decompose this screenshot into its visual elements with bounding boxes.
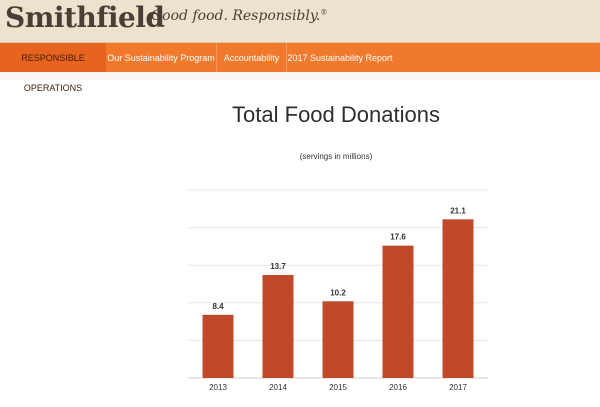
tagline-text: Good food. Responsibly. [151, 8, 321, 24]
bar-2013 [202, 314, 234, 378]
x-tick-label-2016: 2016 [389, 383, 407, 392]
x-tick-label-2017: 2017 [449, 383, 467, 392]
nav-item-responsible-operations[interactable]: RESPONSIBLE OPERATIONS [0, 43, 106, 93]
registered-mark: ® [320, 8, 328, 17]
bar-2017 [442, 219, 474, 378]
smithfield-logo[interactable]: Smithfield [5, 1, 165, 34]
data-label-2014: 13.7 [270, 262, 286, 271]
chart-subtitle: (servings in millions) [299, 152, 373, 161]
data-label-2015: 10.2 [330, 288, 346, 297]
data-label-2017: 21.1 [450, 206, 466, 215]
data-label-2013: 8.4 [212, 302, 224, 311]
x-tick-label-2015: 2015 [329, 383, 347, 392]
data-label-2016: 17.6 [390, 233, 406, 242]
main-nav: RESPONSIBLE OPERATIONS Our Sustainabilit… [0, 42, 600, 93]
site-header: Smithfield Good food. Responsibly.® [0, 0, 600, 42]
nav-item-2017-sustainability-report[interactable]: 2017 Sustainability Report [286, 43, 393, 73]
brand-tagline: Good food. Responsibly.® [151, 8, 327, 24]
x-tick-label-2014: 2014 [269, 383, 287, 392]
x-tick-label-2013: 2013 [209, 383, 227, 392]
nav-item-accountability[interactable]: Accountability [216, 43, 286, 73]
content-top-band [0, 72, 600, 80]
chart-title: Total Food Donations [232, 102, 440, 127]
bar-2016 [382, 245, 414, 378]
bar-2014 [262, 274, 294, 378]
nav-item-our-sustainability-program[interactable]: Our Sustainability Program [107, 53, 215, 63]
bar-2015 [322, 301, 354, 378]
